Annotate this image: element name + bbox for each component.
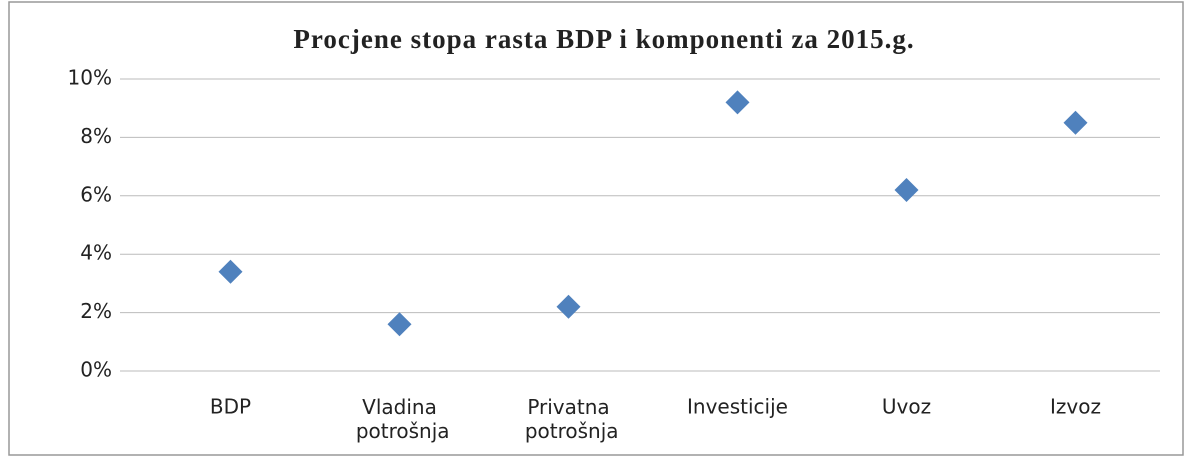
- marker: [387, 312, 412, 337]
- x-tick-label: BDP: [210, 395, 251, 419]
- y-tick-label: 10%: [68, 66, 112, 90]
- x-tick-label: Privatna potrošnja: [518, 395, 618, 443]
- marker: [556, 294, 581, 319]
- chart-frame: [8, 1, 1184, 456]
- marker: [218, 259, 243, 284]
- y-tick-label: 6%: [80, 182, 112, 206]
- x-tick-label: Uvoz: [882, 395, 931, 419]
- marker: [725, 90, 750, 115]
- y-tick-label: 8%: [80, 124, 112, 148]
- x-tick-label: Investicije: [687, 395, 788, 419]
- x-tick-label: Izvoz: [1050, 395, 1101, 419]
- chart-title: Procjene stopa rasta BDP i komponenti za…: [293, 24, 914, 54]
- marker: [1063, 110, 1088, 135]
- y-tick-label: 0%: [80, 358, 112, 382]
- y-tick-label: 2%: [80, 299, 112, 323]
- x-tick-label: Vladina potrošnja: [349, 395, 449, 443]
- y-tick-label: 4%: [80, 241, 112, 265]
- marker: [894, 177, 919, 202]
